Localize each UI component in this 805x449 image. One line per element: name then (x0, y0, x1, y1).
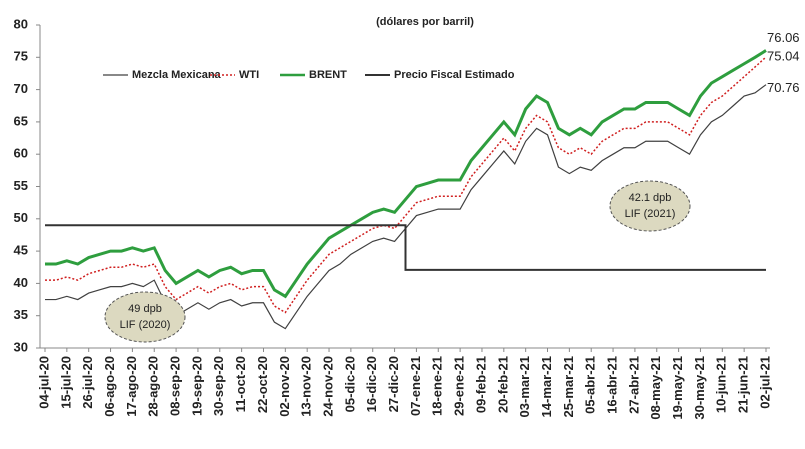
y-tick-label: 55 (14, 178, 28, 193)
series-line (45, 56, 767, 314)
x-tick-label: 18-ene-21 (430, 356, 445, 416)
x-tick-label: 02-nov-20 (277, 356, 292, 417)
y-tick-label: 50 (14, 210, 28, 225)
x-tick-label: 15-jul-20 (58, 356, 73, 409)
legend-label: Mezcla Mexicana (132, 69, 222, 81)
x-tick-label: 20-feb-21 (495, 356, 510, 413)
y-tick-label: 30 (14, 339, 28, 354)
annotation-text: 42.1 dpb (629, 192, 672, 204)
x-tick-label: 19-may-21 (670, 356, 685, 420)
y-tick-label: 40 (14, 275, 28, 290)
x-tick-label: 05-dic-20 (342, 356, 357, 412)
x-tick-label: 21-jun-21 (736, 356, 751, 413)
x-tick-label: 06-ago-20 (102, 356, 117, 417)
x-tick-label: 27-abr-21 (626, 356, 641, 414)
y-tick-label: 80 (14, 16, 28, 31)
series-line (45, 49, 767, 299)
x-tick-label: 05-abr-21 (583, 356, 598, 414)
x-tick-label: 16-abr-21 (604, 356, 619, 414)
x-tick-label: 17-ago-20 (124, 356, 139, 417)
annotation-bubble (609, 180, 691, 232)
data-label: 76.06 (767, 30, 800, 45)
x-tick-label: 27-dic-20 (386, 356, 401, 412)
x-tick-label: 30-sep-20 (211, 356, 226, 416)
y-tick-label: 60 (14, 146, 28, 161)
x-tick-label: 14-mar-21 (539, 356, 554, 417)
x-tick-label: 10-jun-21 (714, 356, 729, 413)
x-tick-label: 25-mar-21 (561, 356, 576, 417)
x-tick-label: 07-ene-21 (408, 356, 423, 416)
annotation-text: LIF (2020) (120, 319, 171, 331)
data-label: 70.76 (767, 80, 800, 95)
annotation-text: 49 dpb (128, 303, 162, 315)
x-tick-label: 29-ene-21 (452, 356, 467, 416)
legend-label: WTI (239, 69, 259, 81)
series-line (45, 224, 766, 271)
annotation-bubble (104, 291, 186, 343)
y-tick-label: 65 (14, 113, 28, 128)
x-tick-label: 11-oct-20 (233, 356, 248, 412)
x-tick-label: 09-feb-21 (473, 356, 488, 413)
x-tick-label: 24-nov-20 (320, 356, 335, 417)
x-tick-label: 22-oct-20 (255, 356, 270, 413)
chart-subtitle: (dólares por barril) (376, 16, 474, 28)
x-tick-label: 08-sep-20 (168, 356, 183, 416)
x-tick-label: 16-dic-20 (364, 356, 379, 412)
y-tick-label: 75 (14, 49, 28, 64)
y-tick-label: 45 (14, 243, 28, 258)
x-tick-label: 04-jul-20 (36, 356, 51, 409)
x-tick-label: 02-jul-21 (757, 356, 772, 409)
x-tick-label: 26-jul-20 (80, 356, 95, 409)
x-tick-label: 28-ago-20 (146, 356, 161, 417)
x-tick-label: 08-may-21 (648, 356, 663, 420)
y-tick-label: 70 (14, 81, 28, 96)
x-tick-label: 30-may-21 (692, 356, 707, 420)
legend-label: BRENT (309, 69, 347, 81)
legend-label: Precio Fiscal Estimado (394, 69, 515, 81)
x-tick-label: 13-nov-20 (299, 356, 314, 417)
x-tick-label: 03-mar-21 (517, 356, 532, 417)
data-label: 75.04 (767, 48, 800, 63)
x-tick-label: 19-sep-20 (189, 356, 204, 416)
y-tick-label: 35 (14, 307, 28, 322)
annotation-text: LIF (2021) (625, 208, 676, 220)
